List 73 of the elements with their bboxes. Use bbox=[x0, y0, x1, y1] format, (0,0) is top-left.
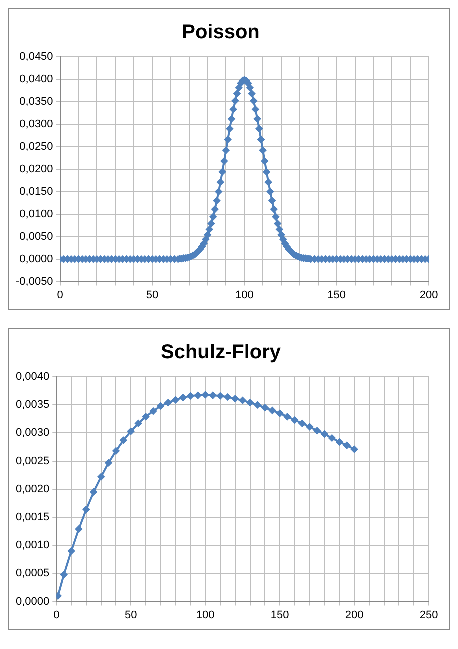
x-tick-label: 200 bbox=[345, 609, 364, 622]
y-tick-label: 0,0000 bbox=[20, 253, 54, 266]
point bbox=[60, 571, 68, 578]
x-tick-label: 0 bbox=[57, 289, 64, 302]
x-tick-label: 200 bbox=[420, 289, 438, 302]
point bbox=[321, 430, 328, 438]
y-tick-label: 0,0040 bbox=[16, 371, 50, 384]
y-tick-label: 0,0250 bbox=[20, 140, 54, 153]
y-tick-label: 0,0100 bbox=[20, 208, 54, 220]
x-tick-label: 100 bbox=[196, 609, 215, 622]
point bbox=[157, 402, 164, 410]
x-tick-label: 100 bbox=[235, 289, 254, 302]
y-tick-label: 0,0350 bbox=[20, 96, 54, 108]
point bbox=[68, 548, 76, 555]
point bbox=[105, 459, 112, 466]
point bbox=[239, 397, 246, 404]
point bbox=[194, 392, 202, 400]
point bbox=[269, 407, 276, 414]
point bbox=[314, 427, 321, 434]
x-tick-label: 50 bbox=[146, 289, 159, 302]
y-tick-label: 0,0015 bbox=[16, 512, 50, 524]
y-tick-label: 0,0400 bbox=[20, 74, 54, 86]
y-tick-label: 0,0010 bbox=[16, 540, 50, 552]
point bbox=[187, 392, 194, 400]
point bbox=[216, 392, 224, 400]
x-tick-label: 50 bbox=[124, 609, 138, 622]
y-tick-label: 0,0025 bbox=[16, 455, 50, 468]
x-tick-label: 0 bbox=[54, 609, 60, 622]
point bbox=[210, 392, 217, 400]
point bbox=[202, 391, 210, 398]
point bbox=[276, 410, 284, 418]
y-tick-label: 0,0050 bbox=[20, 230, 54, 243]
y-tick-label: 0,0150 bbox=[20, 186, 54, 198]
point bbox=[284, 413, 292, 420]
x-tick-label: 150 bbox=[328, 289, 346, 302]
chart-title: Schulz-Flory bbox=[160, 342, 282, 364]
point bbox=[344, 442, 351, 450]
point bbox=[98, 474, 105, 481]
point bbox=[328, 434, 336, 442]
point bbox=[306, 424, 314, 431]
y-tick-label: 0,0005 bbox=[16, 568, 50, 580]
chart-title: Poisson bbox=[182, 22, 260, 44]
point bbox=[172, 396, 180, 404]
point bbox=[351, 446, 358, 453]
point bbox=[232, 395, 239, 402]
point bbox=[75, 526, 82, 533]
y-tick-label: 0,0035 bbox=[16, 399, 50, 412]
y-tick-label: -0,0050 bbox=[16, 276, 54, 288]
point bbox=[262, 404, 269, 412]
x-tick-label: 250 bbox=[420, 609, 438, 622]
point bbox=[291, 416, 298, 424]
point bbox=[298, 420, 306, 428]
y-tick-label: 0,0020 bbox=[16, 483, 50, 496]
point bbox=[336, 438, 344, 446]
point bbox=[128, 428, 135, 436]
point bbox=[150, 408, 157, 415]
x-tick-label: 150 bbox=[270, 609, 290, 622]
point bbox=[120, 437, 128, 444]
point bbox=[180, 394, 187, 402]
y-tick-label: 0,0000 bbox=[16, 596, 50, 608]
y-tick-label: 0,0030 bbox=[16, 427, 50, 440]
point bbox=[164, 399, 172, 406]
y-tick-label: 0,0300 bbox=[20, 118, 54, 130]
y-tick-label: 0,0200 bbox=[20, 163, 54, 176]
point bbox=[142, 413, 150, 420]
y-tick-label: 0,0450 bbox=[20, 51, 54, 64]
point bbox=[135, 420, 142, 428]
point bbox=[90, 488, 98, 496]
point bbox=[224, 394, 232, 401]
point bbox=[82, 506, 90, 514]
point bbox=[112, 448, 120, 455]
point bbox=[246, 399, 254, 406]
point bbox=[254, 402, 262, 409]
